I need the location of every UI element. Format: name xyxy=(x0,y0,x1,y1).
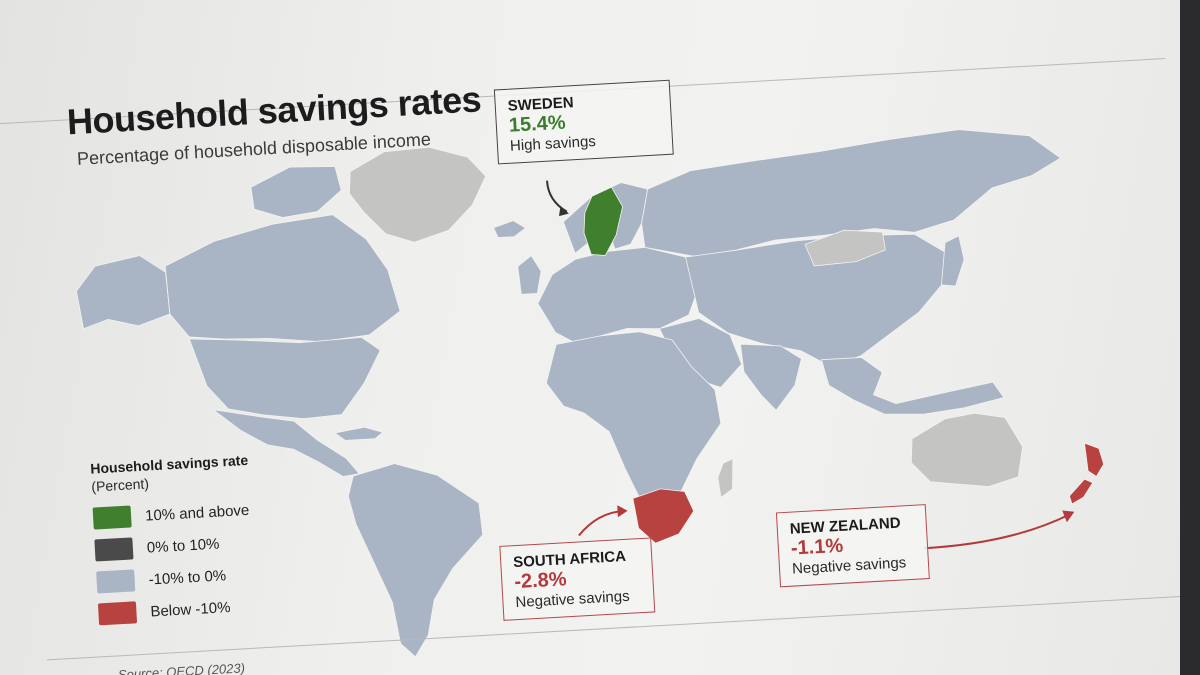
south-africa-arrowhead xyxy=(617,505,628,518)
legend-swatch xyxy=(94,537,134,562)
united-states xyxy=(188,336,381,420)
canada-islands xyxy=(250,166,342,218)
south-africa-arrow xyxy=(578,509,624,537)
greenland xyxy=(349,146,487,243)
callout-new-zealand: NEW ZEALAND -1.1% Negative savings xyxy=(775,504,930,588)
australia xyxy=(910,412,1024,487)
mongolia xyxy=(804,229,886,267)
legend: Household savings rate (Percent) 10% and… xyxy=(90,448,319,630)
caribbean xyxy=(333,426,384,441)
southeast-asia xyxy=(820,357,1005,415)
legend-label: 0% to 10% xyxy=(146,535,220,557)
uk-ireland xyxy=(517,255,542,295)
sweden-arrowhead xyxy=(559,205,569,217)
south-america xyxy=(347,463,484,658)
new-zealand xyxy=(1068,442,1105,505)
legend-swatch xyxy=(97,601,138,626)
legend-label: Below -10% xyxy=(149,598,231,621)
alaska xyxy=(76,255,171,330)
mexico-central-america xyxy=(213,409,360,477)
legend-swatch xyxy=(96,569,136,594)
canada xyxy=(164,214,401,343)
new-zealand-arrowhead xyxy=(1062,510,1075,523)
new-zealand-arrow xyxy=(924,513,1071,550)
india xyxy=(739,343,802,411)
japan xyxy=(941,235,965,287)
iceland xyxy=(493,220,527,238)
legend-label: 10% and above xyxy=(144,501,250,525)
sweden-arrow xyxy=(546,180,568,213)
legend-label: -10% to 0% xyxy=(148,566,227,589)
callout-sweden: SWEDEN 15.4% High savings xyxy=(493,79,674,165)
legend-swatch xyxy=(92,505,132,530)
callout-south-africa: SOUTH AFRICA -2.8% Negative savings xyxy=(499,537,656,621)
madagascar xyxy=(717,458,734,499)
sweden xyxy=(583,186,624,256)
south-africa xyxy=(632,488,695,544)
